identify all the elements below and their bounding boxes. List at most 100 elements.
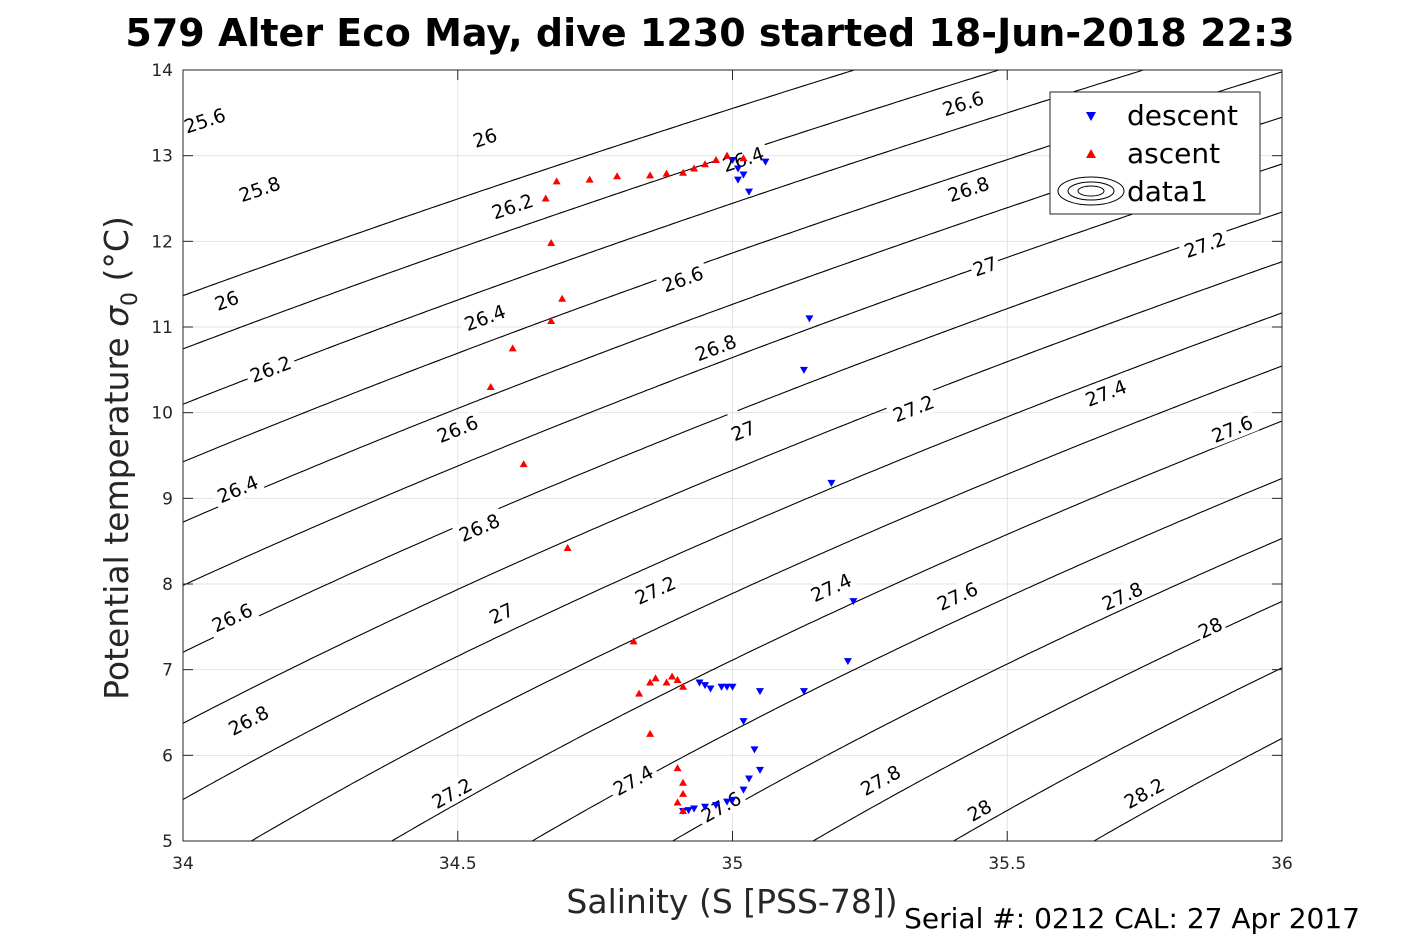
y-tick-label: 12 xyxy=(151,232,173,252)
ascent-point xyxy=(585,175,594,183)
ascent-point xyxy=(673,675,682,683)
ascent-point xyxy=(690,164,699,172)
footer-serial-cal: Serial #: 0212 CAL: 27 Apr 2017 xyxy=(904,902,1360,935)
x-tick-label: 34.5 xyxy=(439,854,477,874)
contour-label-bg xyxy=(451,507,507,548)
contour-label-bg xyxy=(221,698,276,742)
descent-point xyxy=(728,156,737,164)
legend: descent ascent data1 xyxy=(1049,91,1261,215)
ascent-point xyxy=(673,798,682,806)
descent-point xyxy=(717,683,726,691)
descent-point xyxy=(827,479,836,487)
axis-ticks: 34 34.5 35 35.5 36 5 6 7 8 9 10 11 12 13 14 xyxy=(151,61,1292,874)
ascent-point xyxy=(629,637,638,645)
descent-point xyxy=(739,718,748,726)
contour-label-bg xyxy=(1078,373,1134,413)
descent-point xyxy=(695,679,704,687)
x-axis-label: Salinity (S [PSS-78]) xyxy=(566,882,897,921)
contour-label-bg xyxy=(961,793,997,827)
contour-label-bg xyxy=(430,409,485,449)
contour-label-bg xyxy=(457,298,513,337)
descent-point xyxy=(843,658,852,666)
descent-point xyxy=(744,188,753,196)
contour-label: 27.2 xyxy=(1177,226,1232,264)
descent-point xyxy=(805,315,814,323)
ascent-point xyxy=(508,344,517,352)
descent-point xyxy=(723,683,732,691)
isopycnal-contour xyxy=(183,211,1282,653)
chart-title: 579 Alter Eco May, dive 1230 started 18-… xyxy=(125,11,1294,55)
ascent-point xyxy=(679,789,688,797)
contour-label-bg xyxy=(1192,611,1228,644)
contour-label-bg xyxy=(210,469,265,509)
ascent-point xyxy=(679,168,688,176)
contour-label-bg xyxy=(1204,409,1260,449)
ascent-point xyxy=(679,778,688,786)
x-tick-label: 36 xyxy=(1271,854,1293,874)
y-tick-label: 10 xyxy=(151,404,173,424)
contour-label-bg xyxy=(930,575,985,617)
y-tick-label: 9 xyxy=(162,489,173,509)
ascent-point xyxy=(723,151,732,159)
contour-label-bg xyxy=(485,187,540,225)
ascent-point xyxy=(651,674,660,682)
ascent-point xyxy=(662,678,671,686)
descent-point xyxy=(684,807,693,815)
contour-label-bg xyxy=(968,251,1002,282)
descent-point xyxy=(728,683,737,691)
descent-point xyxy=(739,786,748,794)
descent-point xyxy=(723,798,732,806)
contour-label-bg xyxy=(1094,575,1150,617)
legend-descent-marker xyxy=(1086,112,1096,121)
contour-label-bg xyxy=(853,758,908,802)
isopycnal-contour xyxy=(1093,737,1282,841)
contour-label-bg xyxy=(605,758,661,802)
x-tick-label: 35.5 xyxy=(988,854,1026,874)
ascent-point xyxy=(613,172,622,180)
ascent-point xyxy=(673,764,682,772)
descent-point xyxy=(849,598,858,606)
contour-label-bg xyxy=(655,260,710,298)
descent-point xyxy=(706,685,715,693)
contour-label-bg xyxy=(424,771,480,815)
descent-point xyxy=(799,688,808,696)
ascent-point xyxy=(679,682,688,690)
isopycnal-contour xyxy=(953,667,1282,841)
descent-point xyxy=(701,803,710,811)
isopycnal-contour xyxy=(183,70,855,297)
descent-point xyxy=(755,688,764,696)
ascent-point xyxy=(558,294,567,302)
contour-label-bg xyxy=(688,328,743,367)
ascent-point xyxy=(541,194,550,202)
contour-label-bg xyxy=(204,596,260,638)
descent-point xyxy=(739,171,748,179)
ascent-point xyxy=(712,155,721,163)
contour-label-bg xyxy=(1116,771,1172,815)
y-tick-label: 13 xyxy=(151,147,173,167)
y-tick-label: 7 xyxy=(162,661,173,681)
contour-label-bg xyxy=(726,415,761,446)
legend-descent-label: descent xyxy=(1127,99,1238,132)
contour-label-bg xyxy=(803,567,859,608)
ascent-point xyxy=(486,382,495,390)
y-tick-label: 14 xyxy=(151,61,173,81)
contour-label-bg xyxy=(468,122,502,153)
descent-point xyxy=(761,158,770,166)
ascent-point xyxy=(552,177,561,185)
ascent-point xyxy=(547,317,556,325)
y-axis-label: Potential temperature σ0 (°C) xyxy=(97,216,143,700)
legend-data1-label: data1 xyxy=(1127,175,1208,208)
x-tick-label: 34 xyxy=(172,854,194,874)
contour-label-bg xyxy=(177,102,232,139)
y-tick-label: 11 xyxy=(151,318,173,338)
ascent-point xyxy=(635,689,644,697)
ascent-point xyxy=(668,672,677,680)
data-points xyxy=(486,151,858,816)
legend-ascent-marker xyxy=(1086,149,1096,158)
ascent-point xyxy=(662,169,671,177)
contour-label-bg xyxy=(1177,226,1232,264)
descent-point xyxy=(750,746,759,754)
legend-ascent-label: ascent xyxy=(1127,137,1220,170)
legend-box xyxy=(1049,91,1261,215)
